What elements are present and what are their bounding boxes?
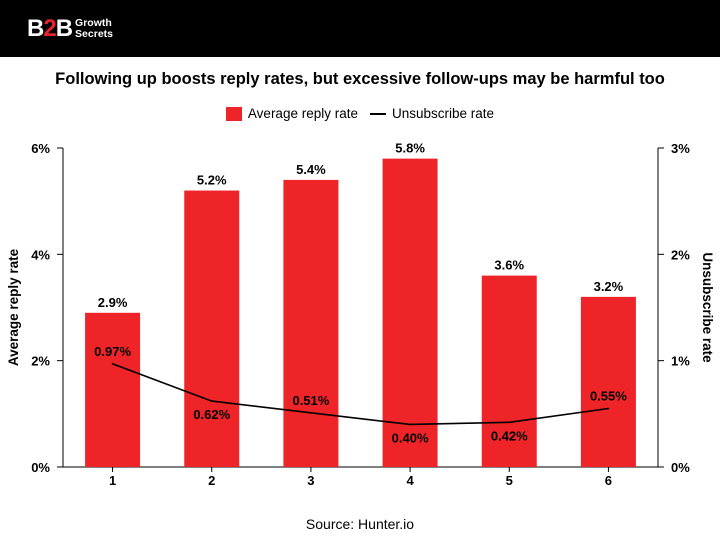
- y-right-axis-title: Unsubscribe rate: [700, 252, 715, 363]
- chart-title: Following up boosts reply rates, but exc…: [55, 70, 665, 88]
- bar: [481, 275, 537, 467]
- y-right-tick-label: 1%: [671, 354, 690, 369]
- line-data-label: 0.97%: [94, 344, 131, 359]
- bar: [580, 296, 636, 467]
- line-point: [607, 407, 610, 410]
- bar: [283, 179, 339, 467]
- line-data-label: 0.62%: [193, 407, 230, 422]
- x-tick-label: 2: [208, 473, 215, 488]
- legend-item-unsubscribe-rate: Unsubscribe rate: [370, 106, 494, 121]
- bar: [382, 158, 438, 467]
- y-left-tick-label: 6%: [31, 141, 50, 156]
- bar-data-label: 2.9%: [98, 295, 128, 310]
- line-point: [111, 363, 114, 365]
- header-bar: B2B Growth Secrets: [0, 0, 720, 57]
- x-tick-label: 4: [406, 473, 414, 488]
- bar: [85, 312, 141, 467]
- y-left-tick-label: 0%: [31, 460, 50, 475]
- legend-label-unsubscribe-rate: Unsubscribe rate: [392, 106, 495, 121]
- line-data-label: 0.55%: [590, 389, 627, 404]
- legend-bar-swatch: [225, 106, 242, 121]
- bar-data-label: 5.2%: [197, 173, 227, 188]
- x-tick-label: 5: [506, 473, 513, 488]
- bar-data-label: 3.2%: [594, 279, 624, 294]
- legend-line-swatch: [370, 112, 386, 115]
- legend-label-reply-rate: Average reply rate: [247, 106, 358, 121]
- y-left-tick-label: 4%: [31, 247, 50, 262]
- unsubscribe-line: [112, 363, 609, 426]
- chart-legend: Average reply rate Unsubscribe rate: [0, 106, 720, 121]
- y-left-axis-title: Average reply rate: [6, 248, 21, 366]
- logo-mark: B2B: [27, 15, 73, 42]
- line-point: [210, 400, 213, 402]
- y-right-tick-label: 3%: [671, 141, 690, 156]
- line-point: [409, 423, 411, 426]
- x-tick-label: 6: [605, 473, 612, 488]
- brand-logo[interactable]: B2B Growth Secrets: [27, 14, 113, 44]
- line-data-label: 0.42%: [491, 428, 528, 443]
- y-left-tick-label: 2%: [31, 354, 50, 369]
- y-right-tick-label: 0%: [671, 460, 690, 475]
- line-data-label: 0.40%: [392, 430, 429, 445]
- bar: [184, 190, 240, 468]
- line-data-label: 0.51%: [292, 393, 329, 408]
- y-right-tick-label: 2%: [671, 247, 690, 262]
- source-note: Source: Hunter.io: [305, 516, 415, 532]
- logo-wordmark: Growth Secrets: [75, 17, 113, 40]
- line-point: [310, 411, 312, 414]
- bar-data-label: 3.6%: [494, 258, 524, 273]
- x-tick-label: 3: [307, 473, 314, 488]
- legend-item-reply-rate: Average reply rate: [225, 106, 358, 121]
- line-point: [508, 421, 511, 424]
- bar-data-label: 5.8%: [395, 141, 425, 156]
- x-tick-label: 1: [109, 473, 116, 488]
- bar-data-label: 5.4%: [296, 162, 326, 177]
